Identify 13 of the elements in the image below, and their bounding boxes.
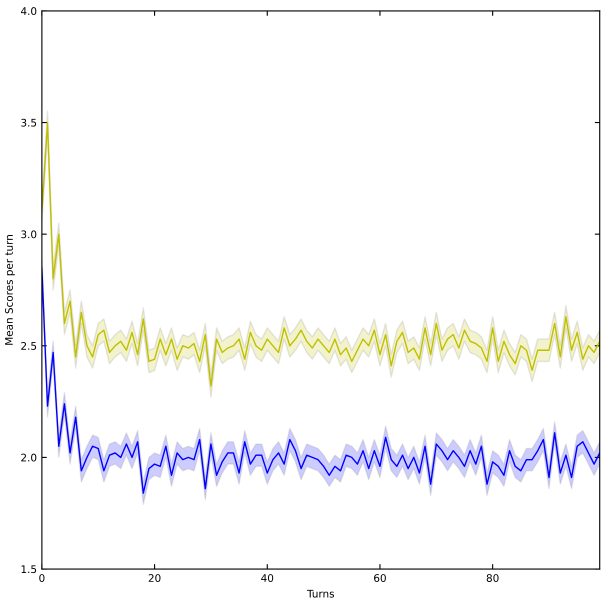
- y-axis-title: Mean Scores per turn: [5, 235, 15, 345]
- y-tick-label: 4.0: [20, 7, 36, 16]
- y-tick-label: 2.5: [21, 342, 36, 350]
- x-tick-label: 0: [39, 574, 45, 582]
- x-tick-label: 20: [148, 574, 161, 582]
- x-tick-label: 60: [374, 574, 386, 582]
- y-tick-label: 1.5: [22, 565, 36, 574]
- y-tick-label: 3.0: [21, 230, 36, 238]
- x-axis-title: Turns: [307, 590, 334, 598]
- y-tick-label: 2.0: [21, 454, 36, 462]
- y-tick-label: 3.5: [21, 118, 36, 127]
- x-tick-label: 40: [261, 574, 274, 582]
- x-tick-label: 80: [486, 574, 499, 582]
